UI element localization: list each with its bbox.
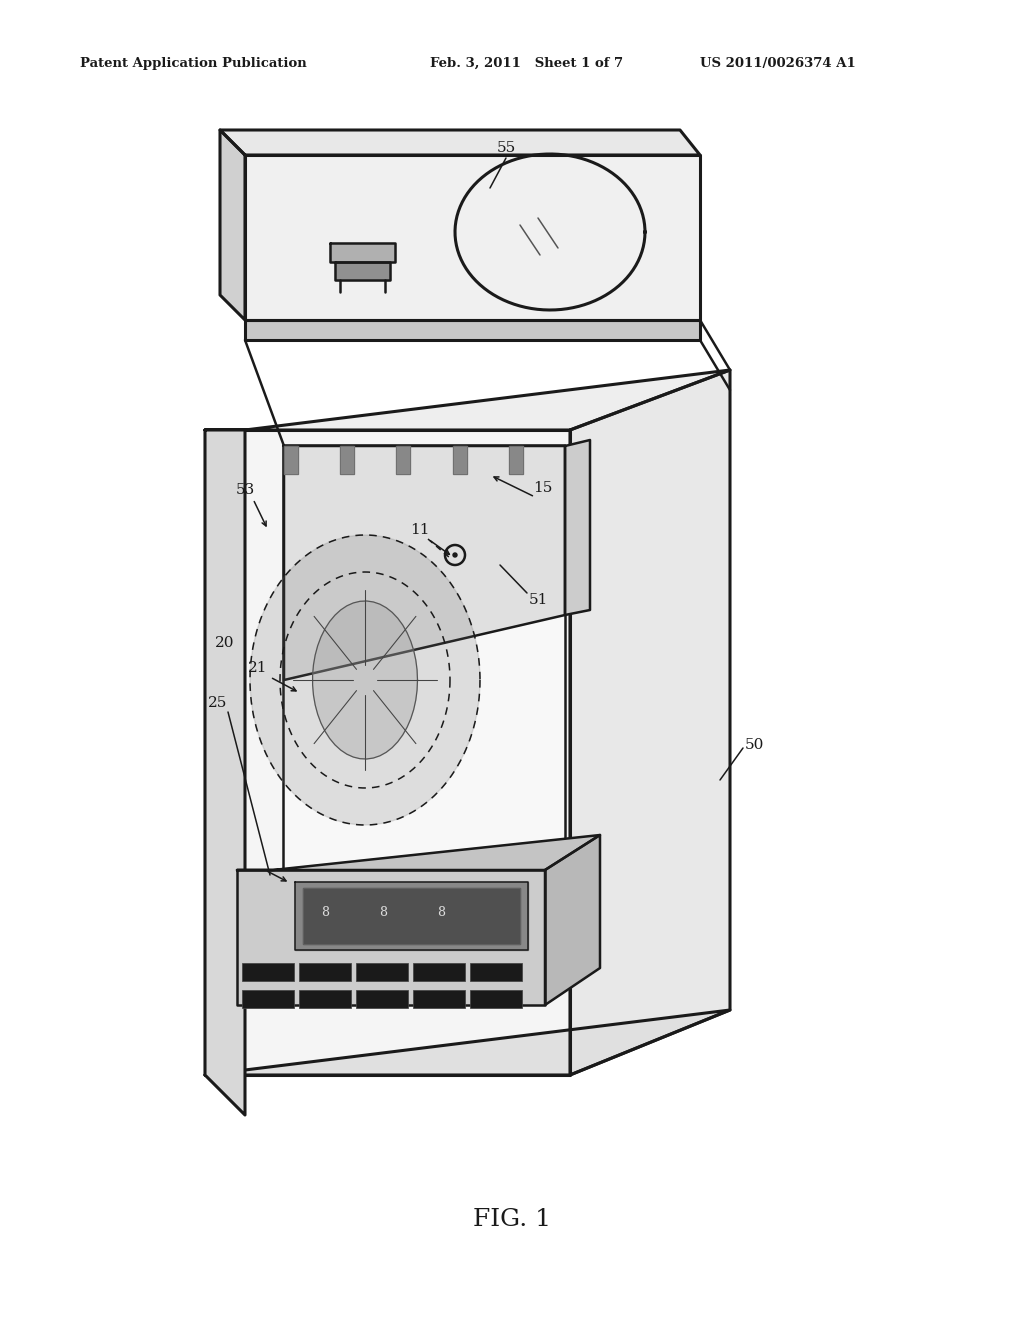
Bar: [299, 990, 351, 1008]
Polygon shape: [283, 445, 565, 870]
Circle shape: [453, 553, 457, 557]
Text: 55: 55: [497, 141, 516, 154]
Polygon shape: [284, 446, 565, 680]
Text: 51: 51: [528, 593, 548, 607]
Text: 11: 11: [411, 523, 430, 537]
Bar: [299, 964, 351, 981]
Polygon shape: [335, 261, 390, 280]
Polygon shape: [220, 129, 700, 154]
Bar: [470, 990, 522, 1008]
Text: US 2011/0026374 A1: US 2011/0026374 A1: [700, 57, 856, 70]
Polygon shape: [509, 446, 523, 474]
Polygon shape: [303, 888, 520, 944]
Text: Feb. 3, 2011   Sheet 1 of 7: Feb. 3, 2011 Sheet 1 of 7: [430, 57, 624, 70]
Polygon shape: [295, 882, 528, 950]
Polygon shape: [237, 870, 545, 1005]
Bar: [470, 964, 522, 981]
Bar: [356, 990, 408, 1008]
Polygon shape: [570, 370, 730, 1074]
Text: 8: 8: [321, 907, 329, 920]
Text: Patent Application Publication: Patent Application Publication: [80, 57, 307, 70]
Polygon shape: [205, 430, 245, 1115]
Polygon shape: [396, 446, 411, 474]
Text: 8: 8: [379, 907, 387, 920]
Polygon shape: [245, 319, 700, 341]
Polygon shape: [330, 243, 395, 261]
Polygon shape: [205, 1010, 730, 1074]
Polygon shape: [545, 836, 600, 1005]
Polygon shape: [237, 836, 600, 870]
Text: FIG. 1: FIG. 1: [473, 1209, 551, 1232]
Text: 20: 20: [215, 636, 234, 649]
Text: 21: 21: [248, 661, 267, 675]
Bar: [413, 964, 465, 981]
Text: 50: 50: [745, 738, 764, 752]
Bar: [242, 964, 294, 981]
Text: 53: 53: [236, 483, 255, 498]
Text: 25: 25: [208, 696, 227, 710]
Polygon shape: [565, 440, 590, 615]
Bar: [242, 990, 294, 1008]
Polygon shape: [312, 601, 418, 759]
Bar: [413, 990, 465, 1008]
Polygon shape: [205, 370, 730, 430]
Text: 15: 15: [534, 480, 553, 495]
Polygon shape: [220, 129, 245, 319]
Ellipse shape: [250, 535, 480, 825]
Polygon shape: [340, 446, 354, 474]
Text: 8: 8: [437, 907, 445, 920]
Polygon shape: [245, 154, 700, 319]
Bar: [356, 964, 408, 981]
Polygon shape: [284, 446, 298, 474]
Polygon shape: [453, 446, 467, 474]
Polygon shape: [205, 430, 570, 1074]
